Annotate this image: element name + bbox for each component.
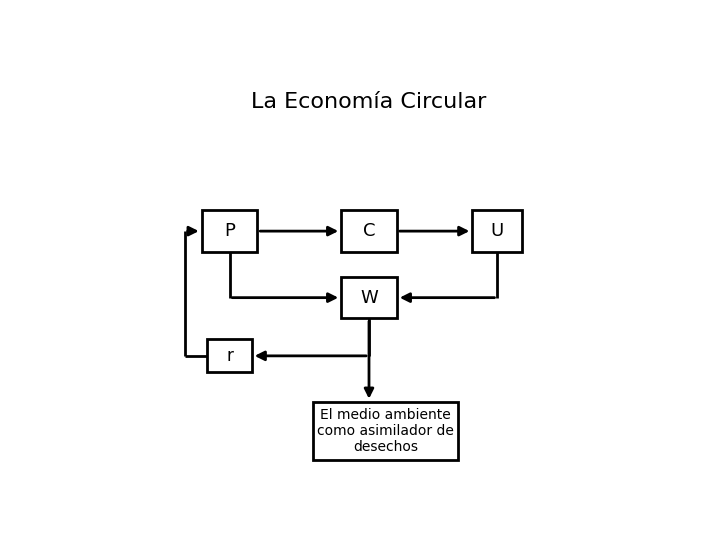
Text: P: P	[224, 222, 235, 240]
Text: r: r	[226, 347, 233, 365]
Text: El medio ambiente
como asimilador de
desechos: El medio ambiente como asimilador de des…	[318, 408, 454, 454]
Bar	[313, 402, 459, 460]
Bar	[202, 211, 258, 252]
Text: C: C	[363, 222, 375, 240]
Bar	[472, 211, 523, 252]
Text: La Economía Circular: La Economía Circular	[251, 92, 487, 112]
Bar	[207, 339, 252, 373]
Text: W: W	[360, 289, 378, 307]
Bar	[341, 211, 397, 252]
Text: U: U	[491, 222, 504, 240]
Bar	[341, 277, 397, 319]
